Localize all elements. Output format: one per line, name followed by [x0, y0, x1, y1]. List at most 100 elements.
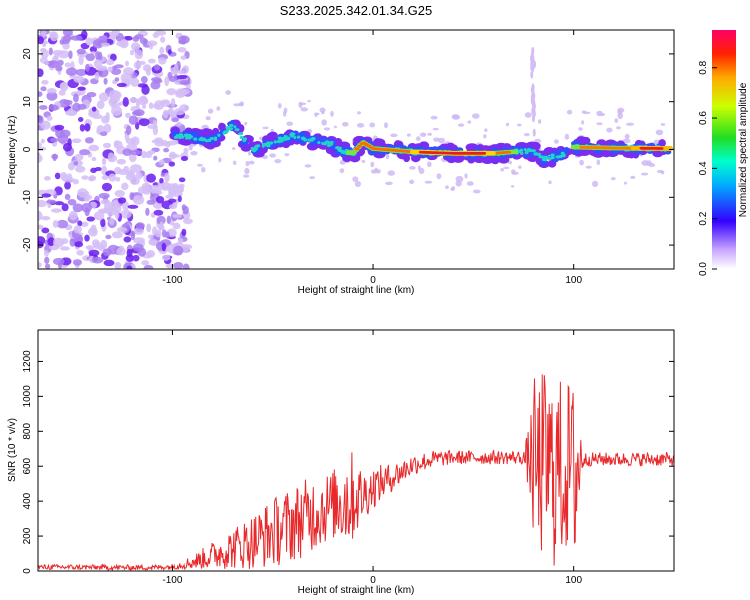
colorbar-gradient	[712, 30, 736, 269]
ridge-blob	[452, 154, 465, 163]
scatter-blob	[614, 118, 619, 123]
noise-blob	[57, 133, 69, 144]
noise-blob	[46, 199, 57, 204]
scatter-blob	[579, 159, 584, 166]
scatter-blob	[244, 121, 248, 126]
scatter-blob	[419, 132, 427, 138]
noise-blob	[59, 246, 70, 251]
ridge-blob	[536, 152, 542, 156]
noise-blob	[44, 263, 51, 269]
y-tick-label: 0	[22, 146, 33, 152]
ridge-blob	[238, 132, 244, 136]
noise-blob	[67, 177, 75, 182]
ridge-blob	[273, 140, 277, 144]
scatter-blob	[596, 122, 603, 126]
scatter-blob	[596, 110, 603, 117]
noise-blob	[107, 31, 119, 38]
noise-blob	[77, 117, 84, 122]
noise-blob	[64, 62, 71, 68]
x-tick-label: -100	[162, 275, 182, 286]
noise-blob	[109, 217, 115, 226]
noise-blob	[81, 202, 92, 213]
noise-blob	[148, 42, 154, 50]
ridge-core	[357, 144, 362, 148]
scatter-blob	[339, 168, 345, 174]
noise-blob	[108, 89, 120, 100]
noise-blob	[176, 74, 188, 80]
noise-blob	[103, 259, 115, 267]
scatter-blob	[354, 180, 362, 187]
scatter-blob	[566, 109, 573, 115]
noise-blob	[134, 33, 144, 40]
noise-blob	[149, 184, 162, 194]
noise-blob	[126, 125, 132, 135]
noise-blob	[147, 124, 158, 129]
noise-blob	[81, 30, 88, 40]
noise-blob	[59, 171, 68, 181]
scatter-blob	[578, 127, 583, 131]
noise-blob	[70, 35, 83, 41]
noise-blob	[144, 151, 153, 159]
noise-blob	[115, 176, 121, 182]
noise-blob	[148, 238, 158, 246]
noise-blob	[185, 84, 191, 89]
noise-blob	[117, 197, 127, 204]
spectrogram-blobs	[38, 30, 674, 269]
noise-blob	[107, 152, 115, 162]
y-tick-label: 0	[22, 568, 33, 574]
scatter-blob	[564, 133, 570, 140]
y-tick-label: -10	[22, 190, 33, 205]
scatter-blob	[466, 181, 474, 186]
noise-blob	[120, 72, 133, 83]
noise-blob	[178, 177, 186, 183]
noise-blob	[110, 68, 122, 75]
noise-blob	[119, 38, 129, 49]
colorbar-tick-label: 0.2	[698, 211, 709, 225]
noise-blob	[124, 35, 133, 41]
noise-blob	[161, 242, 167, 252]
colorbar-tick-label: 0.8	[698, 60, 709, 74]
noise-blob	[159, 177, 164, 184]
ridge-core	[511, 149, 519, 155]
noise-blob	[122, 97, 129, 107]
scatter-blob	[623, 181, 628, 185]
x-tick-label: 100	[565, 275, 582, 286]
chart-title: S233.2025.342.01.34.G25	[280, 3, 433, 18]
ridge-blob	[523, 148, 527, 152]
noise-blob	[71, 138, 82, 144]
ridge-blob	[296, 135, 301, 139]
noise-blob	[38, 154, 43, 163]
noise-blob	[53, 237, 65, 248]
noise-blob	[120, 209, 132, 219]
y-tick-label: 1000	[22, 385, 33, 408]
ridge-blob	[239, 136, 244, 140]
scatter-blob	[370, 169, 378, 174]
scatter-blob	[197, 163, 203, 167]
noise-blob	[152, 119, 158, 127]
noise-blob	[74, 241, 84, 248]
y-tick-label: 1200	[22, 350, 33, 373]
ridge-blob	[524, 151, 529, 155]
scatter-blob	[370, 161, 375, 168]
scatter-blob	[610, 177, 616, 181]
scatter-blob	[630, 175, 636, 179]
noise-blob	[46, 91, 58, 101]
noise-blob	[107, 66, 113, 73]
scatter-blob	[218, 157, 222, 163]
noise-blob	[152, 103, 161, 109]
x-tick-label: 0	[370, 575, 376, 586]
noise-blob	[77, 103, 87, 110]
colorbar-ticks: 0.0 0.2 0.4 0.6 0.8	[698, 60, 717, 276]
scatter-blob	[626, 122, 635, 126]
noise-blob	[170, 98, 176, 108]
noise-blob	[65, 109, 78, 116]
noise-blob	[171, 213, 182, 219]
noise-blob	[94, 71, 100, 81]
noise-blob	[129, 192, 135, 201]
ridge-blob	[229, 123, 234, 128]
noise-blob	[173, 63, 179, 74]
noise-blob	[114, 261, 122, 269]
noise-blob	[62, 30, 73, 37]
ridge-blob	[209, 136, 214, 141]
noise-blob	[154, 140, 165, 147]
